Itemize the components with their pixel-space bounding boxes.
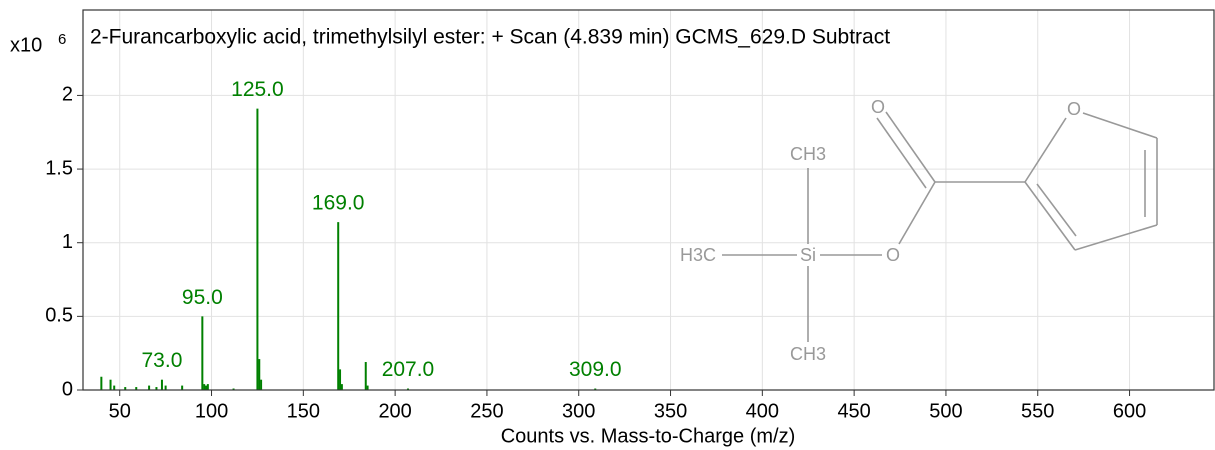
bond — [876, 117, 927, 189]
bond — [1074, 224, 1158, 251]
x-tick-label: 150 — [287, 400, 320, 422]
x-tick-label: 250 — [470, 400, 503, 422]
y-tick-label: 2 — [62, 84, 73, 106]
y-scale-label: x10 — [10, 34, 42, 56]
y-tick-label: 0 — [62, 378, 73, 400]
peaks — [100, 108, 597, 390]
x-tick-label: 400 — [746, 400, 779, 422]
atom-label: H3C — [680, 245, 716, 265]
bond — [885, 111, 936, 183]
x-tick-label: 50 — [109, 400, 131, 422]
peak-label: 95.0 — [182, 286, 223, 309]
chart-title: 2-Furancarboxylic acid, trimethylsilyl e… — [90, 26, 890, 49]
peak-label: 125.0 — [231, 78, 284, 101]
structure: O O O CH3 H3C Si CH3 — [680, 97, 1158, 364]
x-tick-label: 350 — [654, 400, 687, 422]
x-tick-label: 200 — [378, 400, 411, 422]
x-tick-label: 500 — [929, 400, 962, 422]
atom-label: Si — [800, 245, 816, 265]
bond — [1024, 181, 1076, 251]
bond — [1082, 112, 1158, 139]
x-tick-label: 300 — [562, 400, 595, 422]
x-tick-label: 550 — [1021, 400, 1054, 422]
y-tick-label: 1.5 — [45, 157, 73, 179]
x-tick-label: 450 — [837, 400, 870, 422]
peak-label: 169.0 — [312, 192, 365, 215]
atom-label: O — [871, 97, 885, 117]
plot-frame — [82, 9, 1215, 391]
peak-label: 309.0 — [569, 358, 622, 381]
bond — [898, 181, 936, 245]
atom-label: CH3 — [790, 144, 826, 164]
x-tick-label: 100 — [195, 400, 228, 422]
x-tick-label: 600 — [1113, 400, 1146, 422]
y-tick-label: 0.5 — [45, 305, 73, 327]
peak-label: 207.0 — [382, 358, 435, 381]
atom-label: CH3 — [790, 344, 826, 364]
bond — [1036, 183, 1077, 237]
y-tick-label: 1 — [62, 231, 73, 253]
grid — [83, 10, 1214, 391]
peak-label: 73.0 — [142, 349, 183, 372]
y-scale-exponent: 6 — [58, 31, 66, 48]
bond — [1024, 117, 1067, 183]
atom-label: O — [886, 245, 900, 265]
x-axis-label: Counts vs. Mass-to-Charge (m/z) — [501, 425, 796, 447]
atom-label: O — [1067, 99, 1081, 119]
